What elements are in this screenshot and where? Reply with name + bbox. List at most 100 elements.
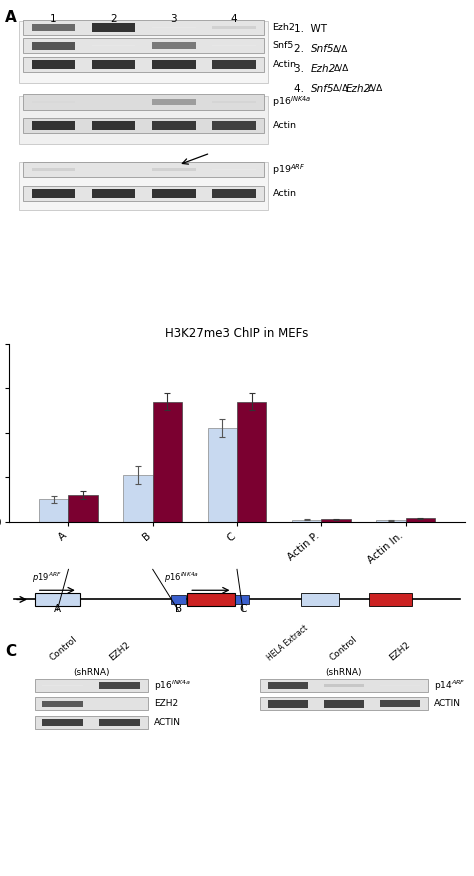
- Bar: [92, 189, 135, 198]
- Bar: [32, 42, 75, 50]
- Bar: [380, 701, 420, 708]
- Text: 2: 2: [110, 14, 117, 24]
- Bar: [23, 57, 264, 72]
- Bar: [376, 520, 406, 522]
- Bar: [35, 716, 148, 729]
- Bar: [268, 682, 308, 689]
- Text: Snf5: Snf5: [273, 41, 294, 50]
- Bar: [153, 401, 182, 522]
- Bar: [23, 38, 264, 53]
- Text: p14$^{ARF}$: p14$^{ARF}$: [434, 679, 465, 693]
- Bar: [32, 168, 75, 171]
- Bar: [301, 593, 339, 606]
- Text: 3.: 3.: [294, 64, 310, 74]
- Bar: [68, 495, 98, 522]
- Bar: [32, 24, 75, 31]
- Text: ACTIN: ACTIN: [434, 699, 461, 709]
- Bar: [152, 99, 196, 104]
- Bar: [19, 162, 268, 209]
- Text: (shRNA): (shRNA): [326, 668, 362, 677]
- Text: Δ/Δ: Δ/Δ: [368, 84, 383, 93]
- Text: A: A: [5, 10, 17, 25]
- Bar: [43, 701, 83, 707]
- Bar: [212, 122, 256, 130]
- Bar: [35, 679, 148, 692]
- Text: C: C: [5, 644, 16, 659]
- Bar: [260, 697, 428, 710]
- Text: Snf5: Snf5: [311, 84, 335, 94]
- Text: $p16^{INK4a}$: $p16^{INK4a}$: [164, 570, 199, 585]
- Bar: [43, 718, 83, 726]
- Text: p16$^{INK4a}$: p16$^{INK4a}$: [154, 679, 191, 693]
- Text: Control: Control: [328, 634, 359, 662]
- Text: 1: 1: [50, 14, 56, 24]
- Bar: [23, 118, 264, 133]
- Bar: [23, 20, 264, 35]
- Text: Δ/Δ: Δ/Δ: [333, 44, 348, 53]
- Bar: [39, 499, 68, 522]
- Text: 4: 4: [231, 14, 237, 24]
- Bar: [208, 428, 237, 522]
- Text: p19$^{ARF}$: p19$^{ARF}$: [273, 162, 306, 177]
- Bar: [100, 682, 140, 689]
- Text: Actin: Actin: [273, 189, 297, 198]
- Text: 4.: 4.: [294, 84, 310, 94]
- Text: 3: 3: [171, 14, 177, 24]
- Text: Actin: Actin: [273, 121, 297, 131]
- Text: C: C: [239, 604, 246, 614]
- Bar: [212, 26, 256, 29]
- Text: Actin: Actin: [273, 60, 297, 69]
- Bar: [171, 595, 186, 604]
- Text: Δ/Δ: Δ/Δ: [334, 64, 349, 73]
- Bar: [123, 475, 153, 522]
- Text: (shRNA): (shRNA): [73, 668, 109, 677]
- Text: HELA Extract: HELA Extract: [266, 623, 310, 662]
- Text: Ezh2: Ezh2: [273, 23, 295, 32]
- Bar: [212, 189, 256, 198]
- Bar: [32, 101, 75, 102]
- Bar: [321, 519, 351, 522]
- Bar: [92, 169, 135, 170]
- Bar: [92, 23, 135, 32]
- Bar: [23, 186, 264, 201]
- Bar: [237, 401, 266, 522]
- Text: ACTIN: ACTIN: [154, 717, 181, 727]
- Text: 2.: 2.: [294, 44, 310, 54]
- Bar: [152, 168, 196, 171]
- Bar: [260, 679, 428, 692]
- Bar: [152, 122, 196, 130]
- Text: Ezh2: Ezh2: [311, 64, 337, 74]
- Bar: [23, 162, 264, 177]
- Bar: [212, 101, 256, 103]
- Text: EZH2: EZH2: [388, 639, 412, 662]
- Bar: [152, 60, 196, 68]
- Bar: [292, 520, 321, 522]
- Bar: [35, 697, 148, 710]
- Bar: [152, 189, 196, 198]
- Text: Snf5: Snf5: [311, 44, 335, 54]
- Bar: [187, 593, 235, 606]
- Bar: [152, 42, 196, 49]
- Text: A: A: [54, 604, 61, 614]
- Text: Ezh2: Ezh2: [345, 84, 371, 94]
- Bar: [324, 684, 364, 687]
- Bar: [19, 96, 268, 145]
- Bar: [235, 595, 249, 604]
- Text: p16$^{INK4a}$: p16$^{INK4a}$: [273, 95, 312, 110]
- Bar: [23, 95, 264, 110]
- Text: Control: Control: [47, 634, 78, 662]
- Bar: [212, 60, 256, 68]
- Bar: [35, 593, 80, 606]
- Bar: [406, 519, 435, 522]
- Text: Δ/Δ: Δ/Δ: [333, 84, 351, 93]
- Text: $p19^{ARF}$: $p19^{ARF}$: [32, 570, 62, 585]
- Bar: [32, 189, 75, 198]
- Text: B: B: [175, 604, 182, 614]
- Bar: [100, 718, 140, 726]
- Text: 1.  WT: 1. WT: [294, 25, 327, 34]
- Bar: [32, 121, 75, 130]
- Text: EZH2: EZH2: [154, 699, 178, 709]
- Bar: [92, 60, 135, 68]
- Bar: [92, 121, 135, 130]
- Bar: [268, 700, 308, 708]
